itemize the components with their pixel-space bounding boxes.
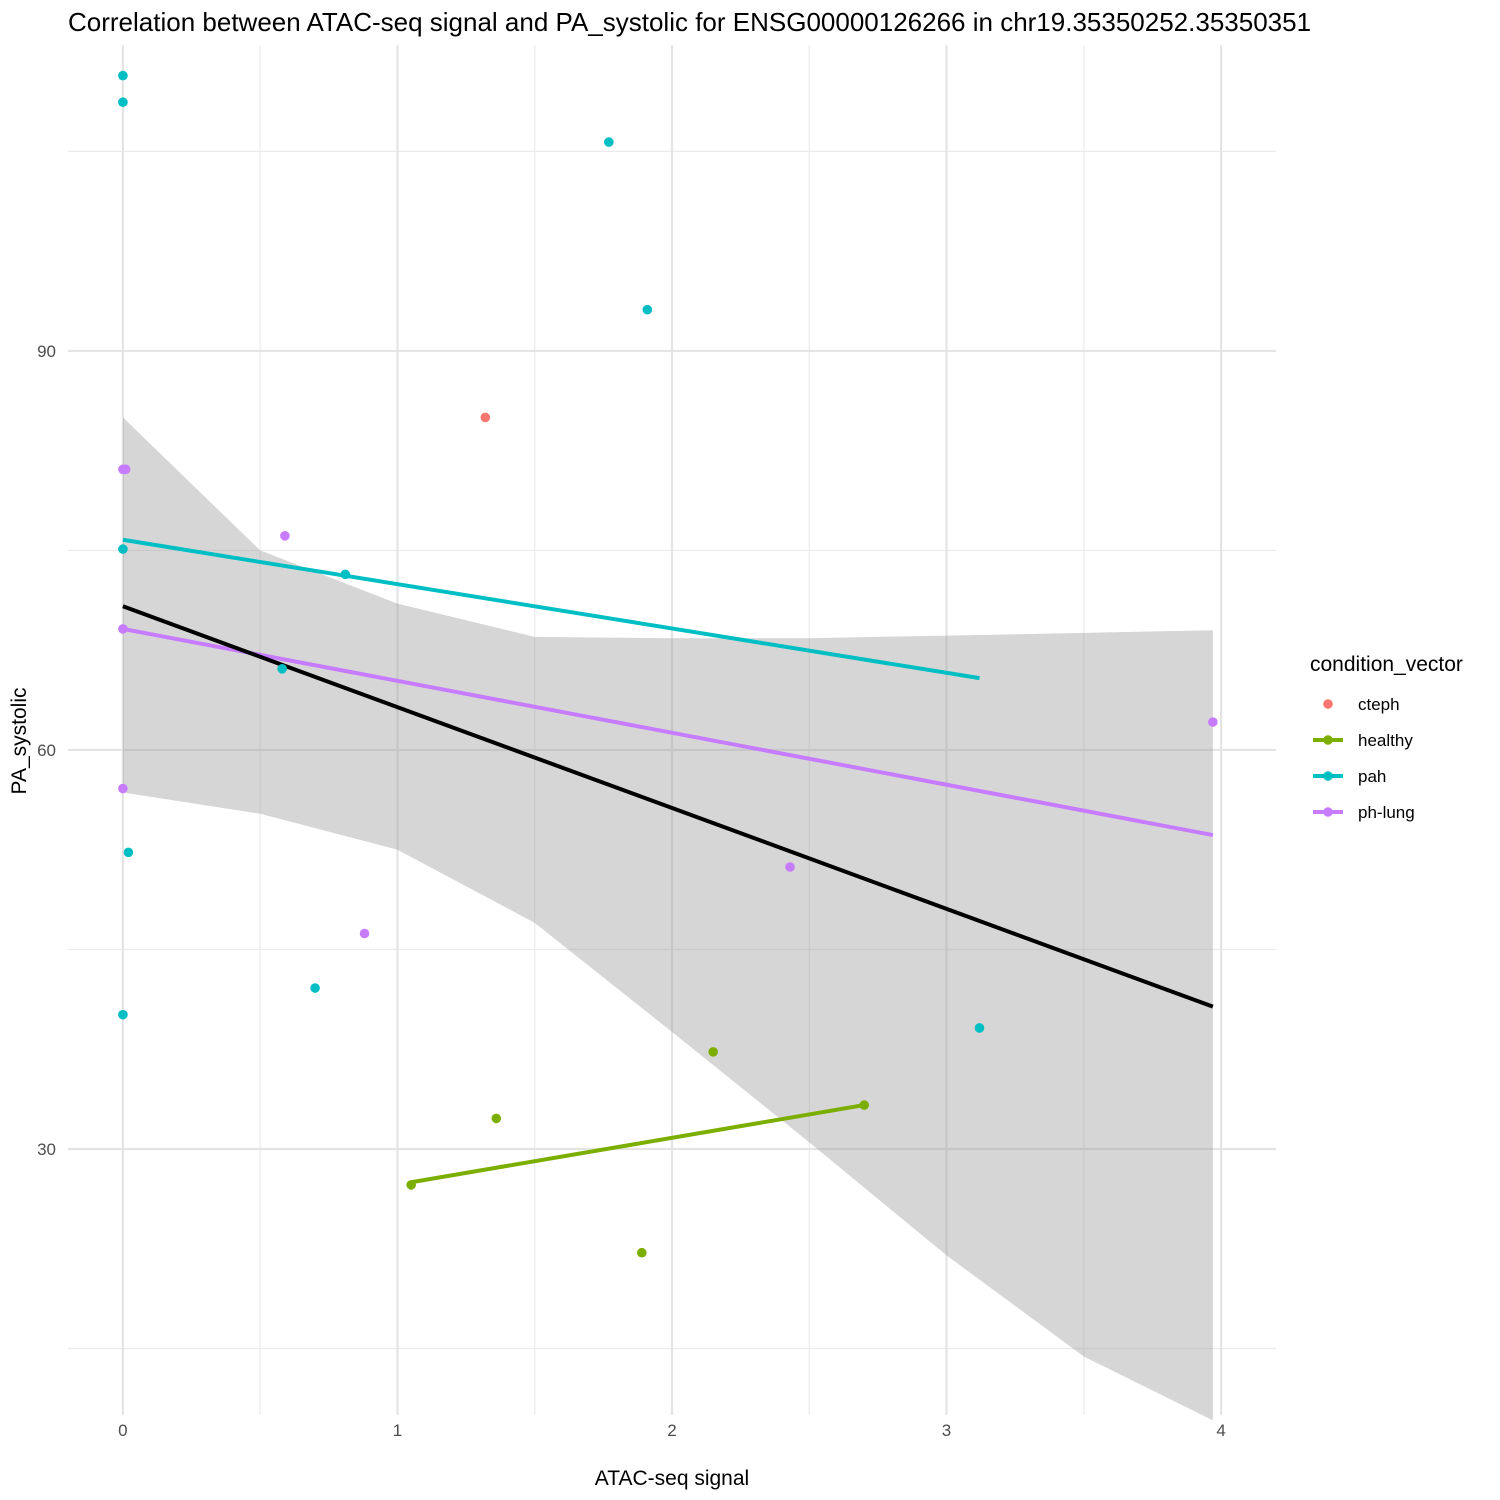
point-pah xyxy=(974,1023,985,1033)
point-healthy xyxy=(637,1247,647,1258)
y-tick-label: 90 xyxy=(37,342,56,361)
point-ph-lung xyxy=(120,464,131,475)
point-healthy xyxy=(491,1113,502,1124)
point-ph-lung xyxy=(785,862,795,872)
point-pah xyxy=(118,97,128,107)
legend-key-point-cteph xyxy=(1323,699,1333,709)
y-tick-label: 30 xyxy=(37,1140,56,1159)
legend-key-point-healthy xyxy=(1323,735,1333,745)
y-axis-title: PA_systolic xyxy=(8,688,31,795)
y-tick-label: 60 xyxy=(37,741,56,760)
point-pah xyxy=(340,569,351,580)
point-pah xyxy=(277,664,287,674)
point-ph-lung xyxy=(280,531,290,541)
x-tick-label: 1 xyxy=(393,1421,402,1440)
chart-title: Correlation between ATAC-seq signal and … xyxy=(68,7,1311,37)
x-axis-title: ATAC-seq signal xyxy=(595,1467,749,1490)
legend-key-point-ph-lung xyxy=(1323,807,1333,817)
point-ph-lung xyxy=(118,624,128,634)
x-tick-label: 0 xyxy=(118,1421,127,1440)
fit-line-layer xyxy=(122,537,1214,1185)
point-pah xyxy=(123,847,134,858)
point-cteph xyxy=(480,412,491,423)
point-ph-lung xyxy=(118,783,128,794)
point-pah xyxy=(118,70,128,81)
point-healthy xyxy=(708,1047,718,1057)
fit-line-healthy xyxy=(410,1103,865,1185)
legend-label-cteph: cteph xyxy=(1358,695,1400,714)
point-ph-lung xyxy=(359,928,370,939)
legend-label-pah: pah xyxy=(1358,767,1386,786)
legend-label-healthy: healthy xyxy=(1358,731,1413,750)
point-pah xyxy=(118,544,128,554)
x-tick-label: 4 xyxy=(1216,1421,1225,1440)
confidence-band-layer xyxy=(122,417,1213,1421)
tick-label-layer: 0 1 2 3 4 30 60 90 xyxy=(37,342,1226,1440)
overall-fit-line xyxy=(122,604,1214,1009)
x-tick-label: 2 xyxy=(667,1421,676,1440)
point-pah xyxy=(604,137,614,147)
legend-title: condition_vector xyxy=(1310,653,1463,676)
point-pah xyxy=(642,304,653,315)
legend: condition_vector cteph healthy pah ph-lung xyxy=(1310,653,1463,822)
legend-label-ph-lung: ph-lung xyxy=(1358,803,1415,822)
confidence-band xyxy=(122,417,1213,1421)
point-pah xyxy=(118,1009,128,1020)
point-healthy xyxy=(859,1100,869,1110)
fit-line-ph-lung xyxy=(122,626,1214,838)
legend-key-point-pah xyxy=(1323,771,1333,781)
fit-line-pah xyxy=(122,537,980,681)
point-layer xyxy=(118,70,1218,1258)
point-healthy xyxy=(406,1180,416,1190)
x-tick-label: 3 xyxy=(942,1421,951,1440)
point-pah xyxy=(310,983,320,993)
point-ph-lung xyxy=(1208,717,1218,727)
legend-items: cteph healthy pah ph-lung xyxy=(1313,695,1415,822)
grid-layer xyxy=(68,45,1276,1415)
